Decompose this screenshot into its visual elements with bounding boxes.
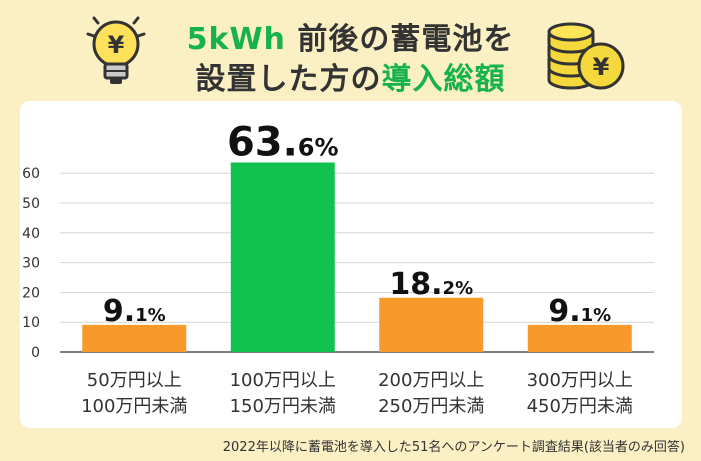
data-label: 9.1% xyxy=(103,294,166,329)
data-label: 9.1% xyxy=(548,294,611,329)
y-tick-label: 0 xyxy=(31,345,40,361)
title-line1-text: 前後の蓄電池を xyxy=(285,22,515,57)
coin-stack-yen-icon: ¥ xyxy=(547,22,625,90)
y-tick-label: 50 xyxy=(22,196,40,212)
bar-chart: 0 10 20 30 40 50 60 9.1% 50万円以上 100万円未満 63.6% 100万円… xyxy=(22,119,654,417)
title-highlight-kwh: 5kWh xyxy=(186,22,286,57)
data-label: 18.2% xyxy=(389,267,473,302)
bar xyxy=(230,162,335,352)
y-tick-label: 10 xyxy=(22,315,40,331)
title-line-2: 設置した方の導入総額 xyxy=(0,54,701,98)
y-tick-label: 40 xyxy=(22,226,40,242)
coin-yen-glyph: ¥ xyxy=(593,53,610,81)
bar xyxy=(527,324,632,352)
bar xyxy=(379,297,484,352)
x-tick-label: 200万円以上 xyxy=(378,370,484,391)
x-tick-label: 450万円未満 xyxy=(527,396,633,417)
x-tick-label: 100万円以上 xyxy=(230,370,336,391)
lightbulb-yen-icon: ¥ xyxy=(86,16,146,84)
x-tick-label: 300万円以上 xyxy=(527,370,633,391)
bar xyxy=(82,324,187,352)
x-tick-label: 150万円未満 xyxy=(230,396,336,417)
title-line2-text: 設置した方の xyxy=(195,62,382,97)
x-tick-label: 100万円未満 xyxy=(81,396,187,417)
y-tick-label: 20 xyxy=(22,285,40,301)
x-tick-label: 50万円以上 xyxy=(87,370,182,391)
chart-card: 0 10 20 30 40 50 60 9.1% 50万円以上 100万円未満 63.6% 100万円… xyxy=(20,101,682,428)
bulb-yen-glyph: ¥ xyxy=(108,31,125,59)
title-line-1: 5kWh 前後の蓄電池を xyxy=(0,14,701,58)
x-tick-label: 250万円未満 xyxy=(378,396,484,417)
title-highlight-total: 導入総額 xyxy=(381,62,506,97)
data-label: 63.6% xyxy=(227,119,339,165)
footnote: 2022年以降に蓄電池を導入した51名へのアンケート調査結果(該当者のみ回答) xyxy=(222,440,685,455)
y-tick-label: 30 xyxy=(22,256,40,272)
y-tick-label: 60 xyxy=(22,166,40,182)
